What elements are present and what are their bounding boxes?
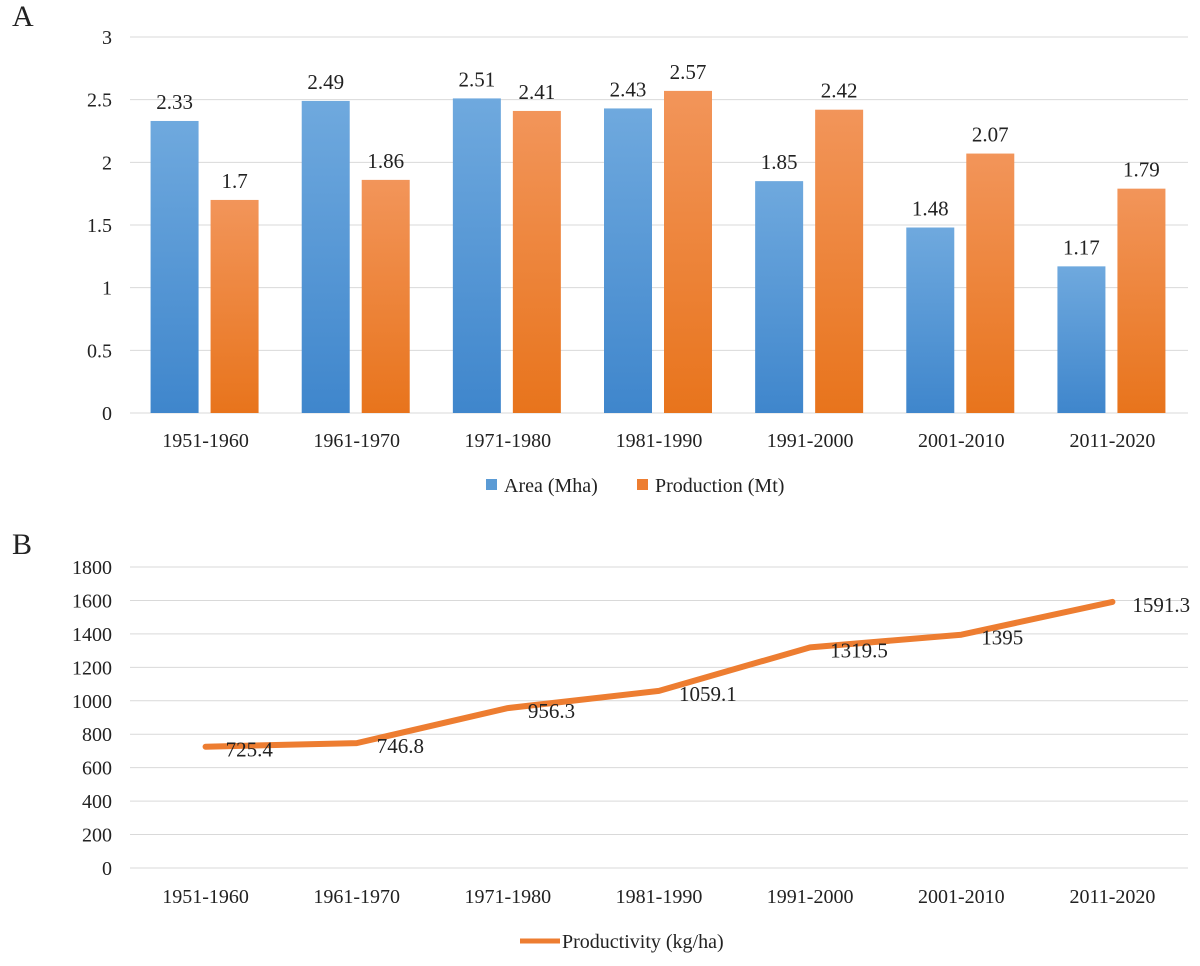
a-xtick-label: 1981-1990 [616,430,703,452]
legend-label-production: Production (Mt) [655,475,784,497]
productivity-value-label: 1591.3 [1132,593,1190,617]
b-xtick-label: 1981-1990 [616,886,703,908]
bar-area-value-label: 2.49 [307,70,344,94]
bar-production-value-label: 2.57 [670,60,707,84]
bar-area [906,227,955,413]
b-ytick-label: 1400 [72,624,112,646]
bar-area [452,98,501,413]
productivity-value-label: 725.4 [226,738,274,762]
b-ytick-label: 1200 [72,657,112,679]
a-ytick-label: 3 [102,27,112,49]
bar-production [966,153,1015,413]
b-xtick-label: 1961-1970 [313,886,400,908]
legend-swatch-production [637,479,648,490]
bar-production-value-label: 2.42 [821,79,858,103]
bar-production [664,90,712,413]
bar-area [1057,266,1106,413]
b-ytick-label: 600 [82,758,112,780]
a-xtick-label: 1971-1980 [465,430,552,452]
b-ytick-label: 1000 [72,691,112,713]
bar-production [1117,188,1166,413]
bar-production [361,179,410,413]
b-xtick-label: 1971-1980 [465,886,552,908]
productivity-value-label: 746.8 [377,734,424,758]
bar-area [755,181,804,413]
productivity-value-label: 1319.5 [830,638,888,662]
b-ytick-label: 1600 [72,590,112,612]
bar-production-value-label: 1.7 [221,169,247,193]
legend-label-area: Area (Mha) [504,475,598,497]
a-xtick-label: 1991-2000 [767,430,854,452]
a-xtick-label: 2001-2010 [918,430,1005,452]
bar-area-value-label: 1.17 [1063,235,1100,259]
legend-swatch-area [486,479,497,490]
bar-chart-area-production: 0 0.5 1 1.5 2 2.5 3 2.33 1.7 2.49 1.86 2.51 2.41 2.4… [87,27,1188,497]
a-ytick-label: 0.5 [87,340,112,362]
bar-production-value-label: 2.07 [972,123,1009,147]
productivity-value-label: 956.3 [528,699,575,723]
productivity-line [202,598,1116,750]
bar-area [604,108,652,413]
bar-area-value-label: 1.85 [761,150,798,174]
bar-area [150,120,199,414]
a-ytick-label: 1.5 [87,215,112,237]
a-ytick-label: 1 [102,278,112,300]
b-ytick-label: 400 [82,791,112,813]
b-ytick-label: 0 [102,858,112,880]
b-ytick-label: 200 [82,825,112,847]
b-xtick-label: 1991-2000 [767,886,854,908]
a-xtick-label: 2011-2020 [1069,430,1155,452]
panel-a-label: A [12,0,34,33]
a-ytick-label: 2 [102,152,112,174]
a-xtick-label: 1961-1970 [313,430,400,452]
b-xtick-label: 2011-2020 [1069,886,1155,908]
bar-production [815,109,864,414]
bar-area [301,100,350,414]
b-xtick-label: 1951-1960 [162,886,249,908]
bar-production [512,110,561,414]
bar-production-value-label: 2.41 [518,80,555,104]
a-ytick-label: 2.5 [87,90,112,112]
productivity-value-label: 1059.1 [679,682,737,706]
bar-production-value-label: 1.86 [367,149,404,173]
bar-production-value-label: 1.79 [1123,158,1160,182]
productivity-value-label: 1395 [981,626,1023,650]
bar-area-value-label: 2.33 [156,90,193,114]
b-ytick-label: 1800 [72,557,112,579]
b-ytick-label: 800 [82,724,112,746]
panel-b-label: B [12,528,33,561]
bar-production [210,199,259,413]
bar-area-value-label: 2.43 [610,77,647,101]
a-xtick-label: 1951-1960 [162,430,249,452]
a-ytick-label: 0 [102,403,112,425]
bar-area-value-label: 2.51 [458,67,495,91]
b-xtick-label: 2001-2010 [918,886,1005,908]
bar-area-value-label: 1.48 [912,197,949,221]
legend-label-productivity: Productivity (kg/ha) [562,931,724,953]
